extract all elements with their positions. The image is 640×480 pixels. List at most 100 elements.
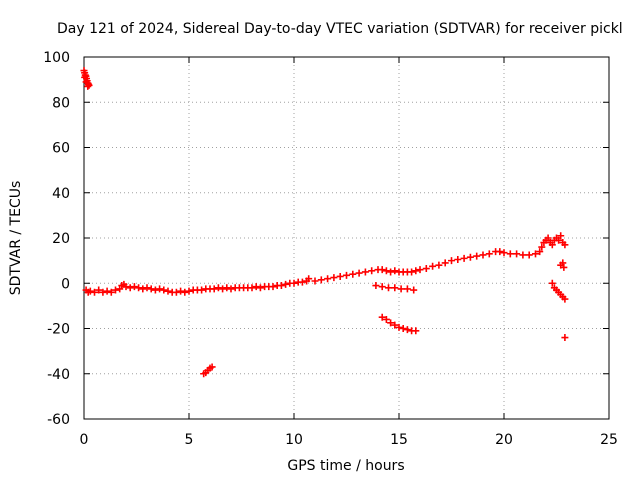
data-point [305, 275, 313, 283]
data-point [378, 266, 386, 274]
data-point [223, 284, 231, 292]
series-late-drop [548, 259, 569, 303]
data-point [454, 255, 462, 263]
plot-frame [83, 56, 610, 420]
x-tick-label: 0 [80, 432, 89, 448]
data-point [103, 287, 111, 295]
data-point [513, 250, 521, 258]
data-point [536, 248, 544, 256]
data-point [368, 267, 376, 275]
data-point [252, 283, 260, 291]
data-point [448, 257, 455, 265]
x-tick-label: 25 [600, 432, 618, 448]
data-point [181, 288, 189, 296]
data-point [422, 265, 430, 273]
data-point [336, 272, 344, 280]
data-point [538, 243, 546, 251]
data-point [387, 319, 395, 327]
data-point [378, 313, 386, 321]
data-point [485, 250, 493, 258]
data-point [151, 286, 159, 294]
data-point [214, 284, 222, 292]
x-tick-label: 20 [495, 432, 513, 448]
y-tick-label: 0 [61, 276, 70, 292]
data-point [139, 285, 147, 293]
data-point [561, 241, 569, 249]
data-point [84, 82, 92, 90]
data-point [500, 249, 508, 257]
data-point [208, 363, 216, 371]
data-point [397, 285, 405, 293]
data-point [408, 268, 416, 276]
series-early-high [80, 67, 93, 90]
data-point [82, 78, 90, 86]
data-point [519, 251, 527, 259]
tick-labels: 0 5 10 15 20 25 -60 -40 -20 0 20 40 60 80 100 [43, 50, 618, 448]
data-point [532, 250, 539, 258]
data-point [317, 276, 325, 284]
data-point [349, 270, 357, 278]
y-tick-label: 20 [52, 231, 70, 247]
data-points [80, 67, 569, 378]
data-point [382, 267, 390, 275]
data-point [130, 283, 138, 291]
data-point [441, 259, 449, 267]
data-point [416, 266, 424, 274]
y-axis-label: SDTVAR / TECUs [8, 181, 24, 296]
series-outlier [561, 334, 569, 342]
chart-title: Day 121 of 2024, Sidereal Day-to-day VTE… [57, 21, 623, 37]
data-point [561, 334, 569, 342]
data-point [391, 321, 399, 329]
data-point [525, 251, 533, 259]
data-point [557, 232, 565, 240]
data-point [555, 236, 563, 244]
data-point [355, 269, 363, 277]
axis-ticks [83, 56, 610, 420]
data-point [112, 286, 119, 294]
y-tick-label: 100 [43, 50, 70, 66]
series-low-6h [200, 363, 216, 378]
y-tick-label: -60 [47, 412, 70, 428]
data-point [227, 285, 235, 293]
data-point [548, 241, 556, 249]
data-point [91, 288, 98, 296]
data-point [391, 284, 399, 292]
x-tick-label: 5 [185, 432, 194, 448]
data-point [177, 287, 185, 295]
data-point [107, 288, 115, 296]
data-point [403, 285, 411, 293]
data-point [378, 283, 386, 291]
x-axis-label: GPS time / hours [287, 458, 404, 474]
data-point [395, 323, 403, 331]
data-point [282, 280, 290, 288]
data-point [147, 285, 155, 293]
y-tick-label: 80 [52, 95, 70, 111]
data-point [410, 286, 418, 294]
data-point [143, 284, 151, 292]
grid [84, 57, 609, 419]
x-tick-label: 10 [285, 432, 303, 448]
y-tick-label: -40 [47, 367, 70, 383]
data-point [372, 282, 380, 290]
y-tick-label: -20 [47, 322, 70, 338]
data-point [95, 286, 103, 294]
data-point [399, 325, 407, 332]
data-point [561, 295, 569, 303]
data-point [560, 263, 568, 271]
data-point [466, 253, 474, 261]
data-point [324, 275, 332, 283]
data-point [160, 286, 168, 294]
data-point [256, 284, 264, 292]
data-point [496, 248, 504, 256]
data-point [385, 284, 392, 292]
data-point [412, 327, 420, 335]
data-point [361, 268, 369, 276]
data-point [81, 73, 89, 81]
data-point [343, 271, 350, 279]
data-point [210, 285, 218, 293]
data-point [86, 287, 94, 295]
data-point [219, 285, 227, 293]
data-point [248, 284, 256, 292]
data-point [544, 234, 552, 242]
data-point [99, 288, 107, 296]
